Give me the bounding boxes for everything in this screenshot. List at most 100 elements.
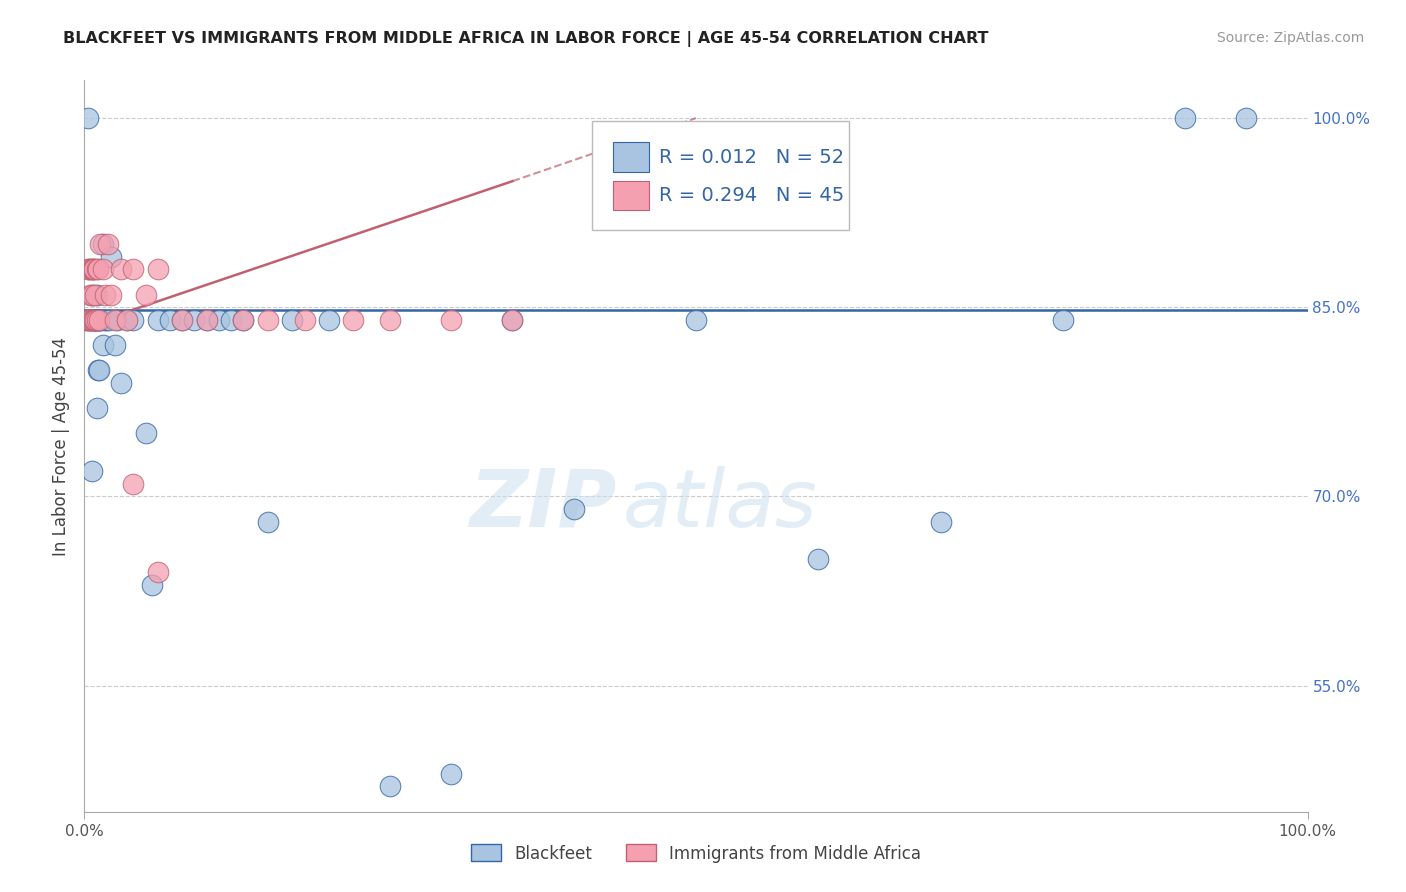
Point: [91, 237, 114, 252]
Point: [77, 313, 100, 327]
Point: [318, 313, 340, 327]
Bar: [613, 143, 650, 171]
Point: [89, 313, 111, 327]
Point: [807, 552, 830, 566]
Point: [440, 313, 463, 327]
Point: [97, 237, 120, 252]
Bar: [613, 181, 650, 211]
Point: [122, 476, 145, 491]
Point: [146, 313, 169, 327]
Point: [502, 313, 524, 327]
Point: [502, 313, 524, 327]
Point: [232, 313, 254, 327]
Point: [91, 338, 114, 352]
Point: [172, 313, 194, 327]
Text: Source: ZipAtlas.com: Source: ZipAtlas.com: [1216, 31, 1364, 45]
Text: ZIP: ZIP: [470, 466, 616, 543]
Point: [75, 313, 97, 327]
Point: [1174, 111, 1197, 125]
Point: [929, 515, 952, 529]
Point: [294, 313, 316, 327]
Point: [87, 363, 110, 377]
Point: [96, 313, 118, 327]
Point: [86, 287, 108, 301]
Point: [91, 262, 114, 277]
Text: BLACKFEET VS IMMIGRANTS FROM MIDDLE AFRICA IN LABOR FORCE | AGE 45-54 CORRELATIO: BLACKFEET VS IMMIGRANTS FROM MIDDLE AFRI…: [63, 31, 988, 47]
Point: [93, 313, 115, 327]
Point: [208, 313, 231, 327]
Point: [79, 313, 101, 327]
Point: [80, 287, 103, 301]
Point: [87, 313, 110, 327]
Point: [89, 237, 111, 252]
Point: [87, 313, 110, 327]
Point: [110, 262, 132, 277]
Point: [83, 262, 105, 277]
Point: [562, 502, 585, 516]
Point: [257, 515, 280, 529]
Point: [257, 313, 280, 327]
Point: [82, 262, 104, 277]
Point: [86, 401, 108, 416]
Point: [440, 767, 463, 781]
Point: [82, 262, 104, 277]
Point: [84, 313, 107, 327]
Text: R = 0.012   N = 52: R = 0.012 N = 52: [659, 147, 845, 167]
Point: [195, 313, 218, 327]
Point: [80, 313, 103, 327]
Point: [77, 262, 100, 277]
Point: [80, 262, 103, 277]
Point: [115, 313, 138, 327]
Legend: Blackfeet, Immigrants from Middle Africa: Blackfeet, Immigrants from Middle Africa: [464, 838, 928, 869]
Point: [80, 464, 103, 478]
Point: [135, 287, 157, 301]
Point: [84, 313, 107, 327]
Point: [94, 287, 117, 301]
Point: [77, 111, 100, 125]
Point: [86, 313, 108, 327]
Point: [79, 262, 101, 277]
Point: [84, 287, 107, 301]
Point: [100, 250, 122, 264]
Point: [159, 313, 181, 327]
Point: [380, 780, 402, 794]
Point: [685, 313, 707, 327]
Point: [87, 363, 110, 377]
Point: [89, 313, 111, 327]
Point: [110, 376, 132, 390]
Point: [86, 313, 108, 327]
Point: [77, 313, 100, 327]
Point: [77, 262, 100, 277]
Y-axis label: In Labor Force | Age 45-54: In Labor Force | Age 45-54: [52, 336, 70, 556]
Point: [219, 313, 242, 327]
FancyBboxPatch shape: [592, 120, 849, 230]
Point: [86, 262, 108, 277]
Point: [135, 426, 157, 441]
Point: [122, 262, 145, 277]
Point: [115, 313, 138, 327]
Point: [146, 262, 169, 277]
Point: [87, 262, 110, 277]
Point: [76, 313, 98, 327]
Point: [84, 313, 107, 327]
Point: [146, 565, 169, 579]
Text: R = 0.294   N = 45: R = 0.294 N = 45: [659, 186, 845, 205]
Point: [105, 313, 128, 327]
Text: atlas: atlas: [623, 466, 817, 543]
Point: [104, 338, 127, 352]
Point: [83, 313, 105, 327]
Point: [83, 313, 105, 327]
Point: [100, 287, 122, 301]
Point: [87, 313, 110, 327]
Point: [83, 313, 105, 327]
Point: [183, 313, 205, 327]
Point: [79, 287, 101, 301]
Point: [79, 313, 101, 327]
Point: [342, 313, 364, 327]
Point: [80, 313, 103, 327]
Point: [172, 313, 194, 327]
Point: [281, 313, 304, 327]
Point: [141, 578, 163, 592]
Point: [232, 313, 254, 327]
Point: [195, 313, 218, 327]
